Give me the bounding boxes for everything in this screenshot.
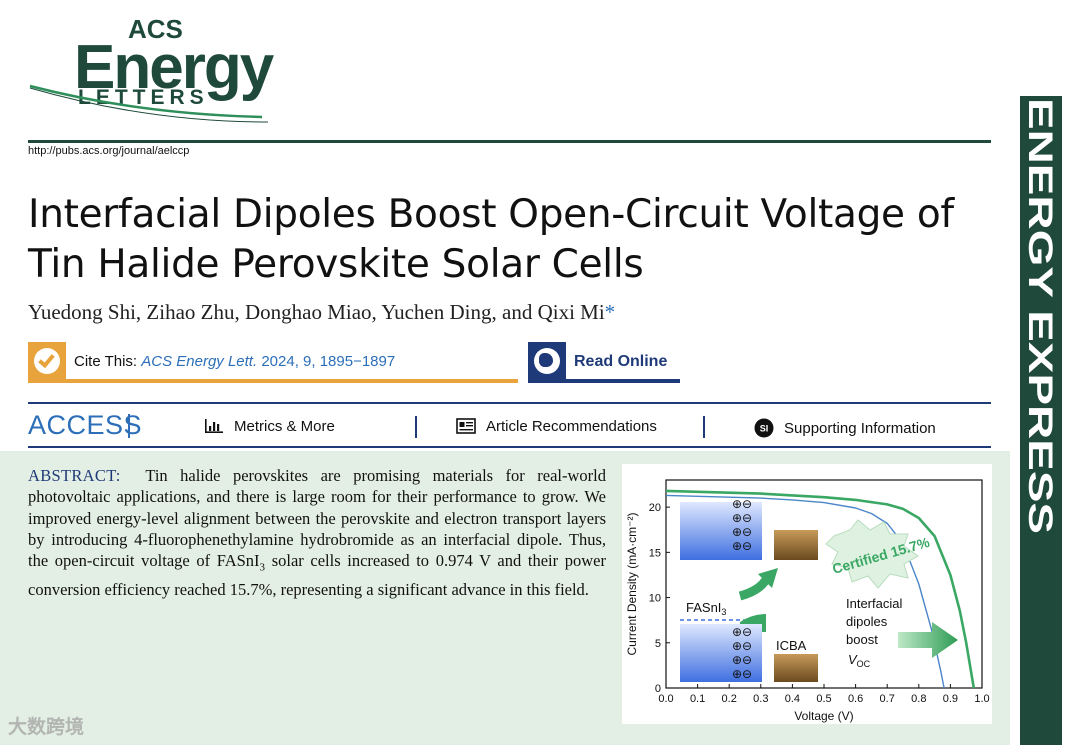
- right-arrow-icon: [898, 622, 958, 658]
- cite-journal: ACS Energy Lett.: [141, 353, 258, 370]
- recommendations-link[interactable]: Article Recommendations: [456, 418, 657, 435]
- globe-icon: [528, 342, 566, 380]
- x-tick-label: 0.1: [690, 693, 705, 705]
- article-icon: [456, 418, 476, 434]
- toc-graphic: 0.0 0.1 0.2 0.3 0.4 0.5 0.6 0.7 0.8 0.9 1.0 0 5 10 15 2…: [622, 464, 992, 724]
- cite-reference[interactable]: ACS Energy Lett. 2024, 9, 1895−1897: [141, 353, 395, 370]
- journal-logo: ACS Energy LETTERS: [28, 10, 348, 130]
- icba-label: ICBA: [776, 638, 807, 653]
- certified-burst: [825, 519, 919, 589]
- annotation-line-3: boost: [846, 632, 878, 647]
- header-rule: [28, 140, 991, 143]
- x-tick-label: 0.3: [753, 693, 768, 705]
- access-rule-bottom: [28, 446, 991, 448]
- x-tick-label: 0.5: [816, 693, 831, 705]
- dipole-glyph: ⊕⊖: [732, 539, 752, 553]
- y-tick-label: 15: [649, 547, 661, 559]
- cite-volume: 2024, 9, 1895−1897: [257, 353, 396, 370]
- annotation-line-2: dipoles: [846, 614, 888, 629]
- jv-curve-1: [665, 494, 945, 689]
- banner-text: ENERGY EXPRESS: [1021, 98, 1059, 534]
- dipole-glyph: ⊕⊖: [732, 525, 752, 539]
- journal-url[interactable]: http://pubs.acs.org/journal/aelccp: [28, 145, 190, 157]
- x-tick-label: 0.6: [848, 693, 863, 705]
- recommendations-label: Article Recommendations: [486, 418, 657, 435]
- perovskite-band-upper: [680, 502, 762, 560]
- y-tick-label: 5: [655, 638, 661, 650]
- x-tick-label: 0.8: [911, 693, 926, 705]
- corresponding-author-mark[interactable]: *: [604, 300, 616, 324]
- logo-acs: ACS: [128, 14, 183, 44]
- abstract: ABSTRACT: Tin halide perovskites are pro…: [28, 465, 606, 600]
- article-title: Interfacial Dipoles Boost Open-Circuit V…: [28, 192, 954, 287]
- arrowhead-icon: [758, 568, 778, 588]
- icba-band-lower: [774, 654, 818, 682]
- energy-express-banner: [1020, 96, 1062, 745]
- logo-energy: Energy: [74, 33, 275, 102]
- dipole-glyph: ⊕⊖: [732, 511, 752, 525]
- x-tick-label: 0.0: [658, 693, 673, 705]
- metrics-link[interactable]: Metrics & More: [204, 418, 335, 435]
- abstract-label: ABSTRACT:: [28, 466, 121, 485]
- cite-label: Cite This:: [74, 353, 138, 370]
- abstract-text-2: solar cells increased to 0.974 V and the…: [28, 551, 606, 599]
- cite-this[interactable]: Cite This: ACS Energy Lett. 2024, 9, 189…: [74, 353, 395, 370]
- x-tick-label: 0.9: [943, 693, 958, 705]
- perovskite-band-lower: [680, 624, 762, 682]
- dipole-glyph: ⊕⊖: [732, 497, 752, 511]
- supporting-label: Supporting Information: [784, 420, 936, 437]
- access-rule-top: [28, 402, 991, 404]
- supporting-info-link[interactable]: SI Supporting Information: [754, 418, 936, 438]
- toolbar-separator: [415, 416, 417, 438]
- annotation-line-1: Interfacial: [846, 596, 902, 611]
- dipole-glyph: ⊕⊖: [732, 653, 752, 667]
- logo-letters: LETTERS: [78, 86, 209, 109]
- si-badge-text: SI: [760, 424, 769, 434]
- abstract-text-1: Tin halide perovskites are promising mat…: [28, 466, 606, 571]
- access-label: ACCESS: [28, 410, 143, 440]
- x-tick-label: 0.7: [880, 693, 895, 705]
- x-axis-label: Voltage (V): [794, 709, 853, 723]
- jv-curve-2: [665, 489, 976, 689]
- read-online-button[interactable]: Read Online: [528, 342, 680, 383]
- dipole-glyph: ⊕⊖: [732, 639, 752, 653]
- author-list: Yuedong Shi, Zihao Zhu, Donghao Miao, Yu…: [28, 300, 615, 325]
- toolbar-separator: [703, 416, 705, 438]
- fasni-label: FASnI3: [686, 600, 726, 617]
- watermark: 大数跨境: [8, 717, 85, 738]
- dipole-glyph: ⊕⊖: [732, 625, 752, 639]
- metrics-label: Metrics & More: [234, 418, 335, 435]
- y-tick-label: 10: [649, 593, 661, 605]
- read-online-label: Read Online: [574, 353, 668, 370]
- access-divider: [128, 414, 130, 438]
- y-tick-label: 0: [655, 683, 661, 695]
- voc-label: VOC: [848, 652, 871, 669]
- dipole-glyph: ⊕⊖: [732, 667, 752, 681]
- x-tick-label: 1.0: [974, 693, 989, 705]
- check-icon: [28, 342, 66, 380]
- icba-band-upper: [774, 530, 818, 560]
- x-tick-label: 0.4: [785, 693, 800, 705]
- authors-text[interactable]: Yuedong Shi, Zihao Zhu, Donghao Miao, Yu…: [28, 300, 605, 324]
- abstract-sub: 3: [259, 561, 266, 574]
- y-tick-label: 20: [649, 502, 661, 514]
- bar-chart-icon: [205, 419, 223, 433]
- y-axis-label: Current Density (mA·cm⁻²): [625, 512, 639, 655]
- cite-this-box[interactable]: Cite This: ACS Energy Lett. 2024, 9, 189…: [28, 342, 518, 383]
- banner-title: ENERGY EXPRESS: [1021, 98, 1059, 534]
- jv-chart: 0.0 0.1 0.2 0.3 0.4 0.5 0.6 0.7 0.8 0.9 1.0 0 5 10 15 2…: [625, 479, 990, 723]
- si-badge-icon: SI: [754, 418, 774, 438]
- x-tick-label: 0.2: [722, 693, 737, 705]
